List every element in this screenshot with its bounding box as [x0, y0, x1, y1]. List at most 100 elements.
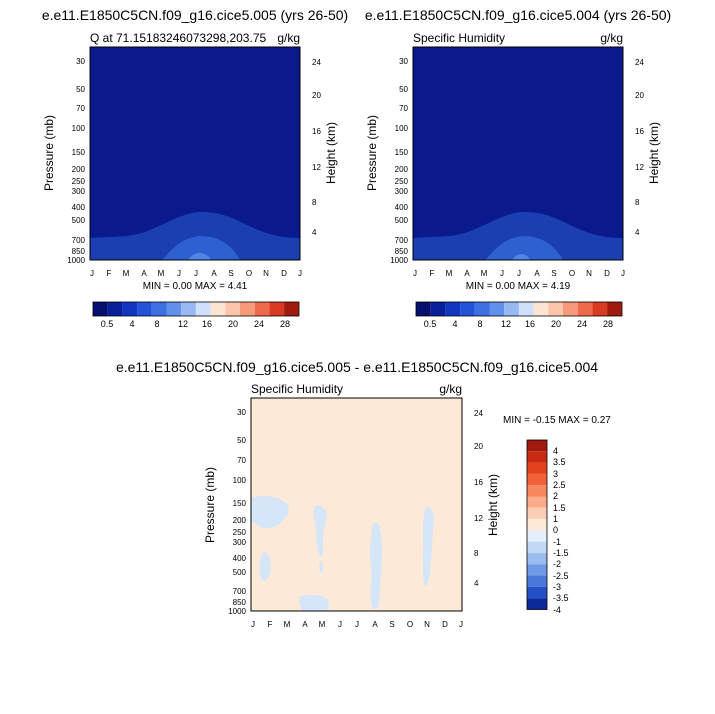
y-right-tick-label: 12 [474, 514, 483, 523]
contour-field [90, 47, 300, 260]
y-right-tick-label: 20 [635, 91, 644, 100]
y-tick-label: 70 [76, 104, 85, 113]
y-ticks-left: 30 50 70 100 150 200 250 300 400 500 700… [390, 57, 408, 265]
panel-subtitle-left: Specific Humidity [251, 382, 343, 396]
y-ticks-right: 24 20 16 12 8 4 [312, 58, 321, 237]
colorbar-label: -4 [553, 605, 561, 615]
x-tick-label: F [430, 269, 435, 278]
x-tick-label: D [281, 269, 287, 278]
y-tick-label: 400 [233, 554, 247, 563]
colorbar-label: 0.5 [424, 319, 437, 329]
y-tick-label: 500 [72, 216, 86, 225]
y-tick-label: 30 [237, 408, 246, 417]
plot-frame [412, 46, 624, 261]
colorbar-label: -1 [553, 537, 561, 547]
colorbar-label: 1.5 [553, 503, 566, 513]
colorbar-label: 0 [553, 525, 558, 535]
y-tick-label: 30 [399, 57, 408, 66]
colorbar-label: 2.5 [553, 480, 566, 490]
x-tick-label: M [319, 620, 326, 629]
y-ticks-left: 30 50 70 100 150 200 250 300 400 500 700… [228, 408, 246, 616]
y-axis-label: Pressure (mb) [365, 115, 379, 191]
y-tick-label: 300 [233, 538, 247, 547]
colorbar-label: 24 [254, 319, 264, 329]
colorbar-label: 4 [129, 319, 134, 329]
y-tick-label: 50 [76, 85, 85, 94]
y-tick-label: 1000 [228, 607, 246, 616]
y-right-tick-label: 12 [312, 163, 321, 172]
colorbar-label: 16 [525, 319, 535, 329]
negative-blob [370, 522, 383, 610]
x-tick-label: A [302, 620, 308, 629]
x-tick-label: J [251, 620, 255, 629]
x-tick-label: S [228, 269, 233, 278]
colorbar-label: -1.5 [553, 548, 569, 558]
y-tick-label: 500 [233, 568, 247, 577]
contour-band-mid [90, 212, 300, 260]
x-tick-label: A [464, 269, 470, 278]
negative-blob [313, 505, 327, 557]
y-right-tick-label: 8 [312, 198, 317, 207]
y-right-tick-label: 20 [474, 442, 483, 451]
x-tick-label: O [569, 269, 575, 278]
y-tick-label: 50 [399, 85, 408, 94]
colorbar-label: 8 [154, 319, 159, 329]
y-tick-label: 30 [76, 57, 85, 66]
x-tick-label: F [268, 620, 273, 629]
colorbar-label: -2 [553, 559, 561, 569]
colorbar-label: 2 [553, 491, 558, 501]
x-tick-label: S [389, 620, 394, 629]
y-right-tick-label: 12 [635, 163, 644, 172]
y-tick-label: 1000 [390, 256, 408, 265]
colorbar: 0.5 4 8 12 16 20 24 28 [92, 301, 300, 329]
panel-bottom-difference: e.e11.E1850C5CN.f09_g16.cice5.005 - e.e1… [116, 359, 611, 629]
x-tick-label: J [355, 620, 359, 629]
y-axis-label: Pressure (mb) [42, 115, 56, 191]
contour-band-light [485, 236, 563, 260]
x-tick-label: A [372, 620, 378, 629]
y-right-tick-label: 16 [474, 478, 483, 487]
panel-subtitle-right: g/kg [600, 31, 623, 45]
x-tick-label: J [621, 269, 625, 278]
x-tick-label: D [604, 269, 610, 278]
x-tick-label: A [141, 269, 147, 278]
y-tick-label: 400 [72, 203, 86, 212]
x-tick-label: M [158, 269, 165, 278]
y-tick-label: 200 [395, 165, 409, 174]
y-tick-label: 150 [72, 148, 86, 157]
y-tick-label: 500 [395, 216, 409, 225]
min-max-label: MIN = -0.15 MAX = 0.27 [503, 415, 611, 426]
x-tick-label: M [481, 269, 488, 278]
x-tick-label: O [246, 269, 252, 278]
x-tick-label: D [442, 620, 448, 629]
colorbar-label: 3.5 [553, 457, 566, 467]
y-tick-label: 70 [399, 104, 408, 113]
y-tick-label: 700 [395, 236, 409, 245]
y-right-tick-label: 24 [312, 58, 321, 67]
x-tick-label: J [177, 269, 181, 278]
y-tick-label: 200 [233, 516, 247, 525]
y-ticks-left: 30 50 70 100 150 200 250 300 400 500 700… [67, 57, 85, 265]
contour-band-light [162, 236, 240, 260]
contour-field [251, 398, 462, 611]
x-tick-label: M [446, 269, 453, 278]
x-tick-label: N [424, 620, 430, 629]
y-right-tick-label: 16 [635, 127, 644, 136]
y-tick-label: 850 [233, 598, 247, 607]
colorbar-label: 3 [553, 469, 558, 479]
panel-top-left: e.e11.E1850C5CN.f09_g16.cice5.005 (yrs 2… [42, 7, 348, 329]
x-tick-label: J [500, 269, 504, 278]
y-tick-label: 100 [395, 124, 409, 133]
colorbar-label: 8 [477, 319, 482, 329]
min-max-label: MIN = 0.00 MAX = 4.41 [143, 281, 248, 292]
colorbar-label: 1 [553, 514, 558, 524]
y-tick-label: 250 [395, 177, 409, 186]
x-tick-label: J [298, 269, 302, 278]
y-tick-label: 250 [72, 177, 86, 186]
y-right-tick-label: 24 [635, 58, 644, 67]
contour-field [413, 47, 623, 260]
y-right-tick-label: 8 [474, 549, 479, 558]
colorbar-label: 28 [603, 319, 613, 329]
contour-band-lighter [512, 254, 530, 260]
